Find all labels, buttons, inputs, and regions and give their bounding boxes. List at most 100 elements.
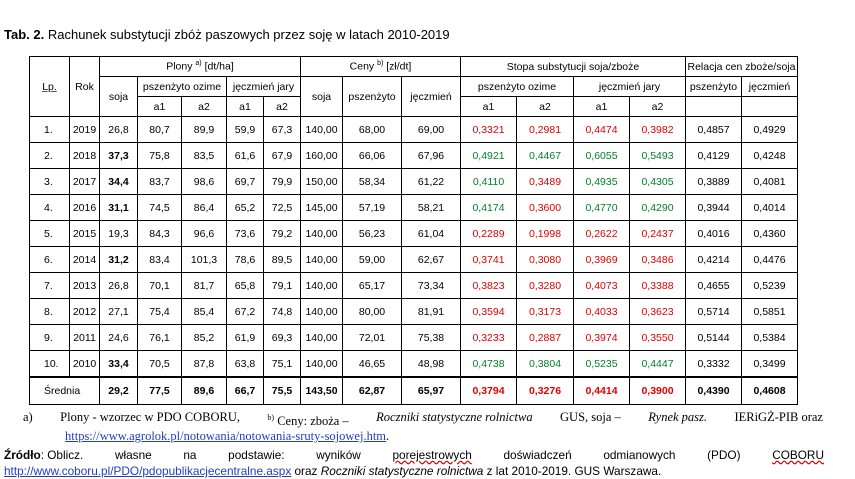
table-row: 6. 2014 31,2 83,4 101,3 78,6 89,5 140,00 59,00 62… bbox=[29, 246, 798, 273]
table-row: 5. 2015 19,3 84,3 96,6 73,6 79,2 140,00 56,23 61,… bbox=[29, 220, 798, 247]
cell-plony-jj-a2: 79,9 bbox=[263, 168, 301, 195]
cell-rok: 2010 bbox=[69, 350, 100, 378]
cell-stopa-jj-a2: 0,3486 bbox=[629, 246, 686, 273]
cell-plony-po-a2: 81,7 bbox=[181, 272, 227, 299]
cell-stopa-jj-a1: 0,4033 bbox=[573, 298, 630, 325]
header-plony-jeczmien-jary: jęczmień jary bbox=[226, 76, 301, 97]
cell-plony-soja: 19,3 bbox=[99, 220, 138, 247]
cell-cena-soja: 150,00 bbox=[300, 168, 343, 195]
cell-rok: 2013 bbox=[69, 272, 100, 299]
header-a1: a1 bbox=[137, 96, 182, 117]
avg-relacja-pszenzyto: 0,4390 bbox=[685, 376, 742, 405]
cell-stopa-po-a1: 0,3741 bbox=[460, 246, 517, 273]
source-word-0: Źródło: Oblicz. bbox=[4, 448, 84, 462]
agrolok-link[interactable]: https://www.agrolok.pl/notowania/notowan… bbox=[65, 429, 387, 444]
footnote-b: b) Ceny: zboża – bbox=[267, 413, 349, 429]
cell-lp: 10. bbox=[29, 350, 70, 378]
cell-stopa-po-a2: 0,3804 bbox=[516, 350, 574, 378]
substitution-table: Lp. Rok Plony a) [dt/ha] Ceny b) [zł/dt]… bbox=[29, 56, 798, 405]
cell-cena-soja: 140,00 bbox=[300, 220, 343, 247]
avg-stopa-jj-a2: 0,3900 bbox=[629, 376, 686, 405]
cell-cena-jeczmien: 67,96 bbox=[401, 142, 461, 169]
cell-lp: 1. bbox=[29, 116, 70, 143]
cell-relacja-pszenzyto: 0,4129 bbox=[685, 142, 742, 169]
source-mid: oraz bbox=[291, 464, 321, 478]
cell-plony-po-a2: 85,2 bbox=[181, 324, 227, 351]
footnote-a-label: a) bbox=[23, 410, 33, 424]
cell-stopa-po-a1: 0,4738 bbox=[460, 350, 517, 378]
cell-plony-jj-a2: 67,3 bbox=[263, 116, 301, 143]
cell-cena-pszenzyto: 80,00 bbox=[342, 298, 402, 325]
coboru-link[interactable]: http://www.coboru.pl/PDO/pdopublikacjece… bbox=[4, 464, 292, 478]
cell-plony-jj-a1: 73,6 bbox=[226, 220, 264, 247]
cell-stopa-po-a1: 0,2289 bbox=[460, 220, 517, 247]
cell-plony-soja: 26,8 bbox=[99, 116, 138, 143]
cell-plony-jj-a1: 65,8 bbox=[226, 272, 264, 299]
table-row: 9. 2011 24,6 76,1 85,2 61,9 69,3 140,00 72,01 75,… bbox=[29, 324, 798, 351]
cell-plony-po-a1: 74,5 bbox=[137, 194, 182, 221]
cell-rok: 2017 bbox=[69, 168, 100, 195]
table-row: 10. 2010 33,4 70,5 87,8 63,8 75,1 140,00 46,65 48… bbox=[29, 350, 798, 378]
header-lp: Lp. bbox=[29, 56, 70, 117]
header-stopa-jeczmien-jary: jęczmień jary bbox=[573, 76, 686, 97]
header-a2: a2 bbox=[516, 96, 574, 117]
cell-stopa-po-a2: 0,3173 bbox=[516, 298, 574, 325]
footnote-b-italic-1: Roczniki statystyczne rolnictwa bbox=[376, 410, 533, 424]
header-plony: Plony a) [dt/ha] bbox=[99, 56, 301, 77]
header-stopa: Stopa substytucji soja/zboże bbox=[460, 56, 686, 77]
cell-plony-po-a1: 75,4 bbox=[137, 298, 182, 325]
cell-plony-po-a2: 98,6 bbox=[181, 168, 227, 195]
cell-plony-po-a2: 101,3 bbox=[181, 246, 227, 273]
cell-stopa-jj-a2: 0,3550 bbox=[629, 324, 686, 351]
cell-plony-jj-a1: 67,2 bbox=[226, 298, 264, 325]
cell-cena-jeczmien: 73,34 bbox=[401, 272, 461, 299]
footnote-b-text-3: IERiGŻ-PIB oraz bbox=[734, 410, 823, 424]
cell-stopa-jj-a1: 0,4770 bbox=[573, 194, 630, 221]
avg-plony-po-a2: 89,6 bbox=[181, 376, 227, 405]
cell-stopa-jj-a1: 0,3969 bbox=[573, 246, 630, 273]
cell-cena-jeczmien: 58,21 bbox=[401, 194, 461, 221]
cell-cena-pszenzyto: 57,19 bbox=[342, 194, 402, 221]
header-plony-soja: soja bbox=[99, 76, 138, 117]
cell-plony-po-a1: 84,3 bbox=[137, 220, 182, 247]
cell-relacja-pszenzyto: 0,3944 bbox=[685, 194, 742, 221]
cell-relacja-pszenzyto: 0,4857 bbox=[685, 116, 742, 143]
avg-stopa-po-a2: 0,3276 bbox=[516, 376, 574, 405]
cell-plony-jj-a1: 63,8 bbox=[226, 350, 264, 378]
cell-plony-po-a1: 83,4 bbox=[137, 246, 182, 273]
cell-stopa-po-a2: 0,1998 bbox=[516, 220, 574, 247]
cell-plony-po-a1: 70,5 bbox=[137, 350, 182, 378]
cell-stopa-jj-a2: 0,3623 bbox=[629, 298, 686, 325]
header-stopa-pszenzyto-ozime: pszenżyto ozime bbox=[460, 76, 574, 97]
cell-cena-jeczmien: 75,38 bbox=[401, 324, 461, 351]
cell-plony-jj-a1: 69,7 bbox=[226, 168, 264, 195]
cell-plony-po-a1: 76,1 bbox=[137, 324, 182, 351]
header-relacja-pszenzyto: pszenżyto bbox=[685, 76, 742, 97]
cell-plony-jj-a2: 67,9 bbox=[263, 142, 301, 169]
cell-rok: 2012 bbox=[69, 298, 100, 325]
cell-rok: 2018 bbox=[69, 142, 100, 169]
cell-relacja-pszenzyto: 0,3332 bbox=[685, 350, 742, 378]
source-word-4: wyników bbox=[316, 448, 361, 462]
source-word-5: porejestrowych bbox=[392, 448, 472, 462]
cell-plony-jj-a2: 75,1 bbox=[263, 350, 301, 378]
cell-rok: 2014 bbox=[69, 246, 100, 273]
cell-cena-pszenzyto: 65,17 bbox=[342, 272, 402, 299]
cell-rok: 2016 bbox=[69, 194, 100, 221]
table-row: 4. 2016 31,1 74,5 86,4 65,2 72,5 145,00 57,19 58,… bbox=[29, 194, 798, 221]
avg-plony-soja: 29,2 bbox=[99, 376, 138, 405]
header-relacja: Relacja cen zboże/soja bbox=[685, 56, 798, 77]
cell-relacja-pszenzyto: 0,5144 bbox=[685, 324, 742, 351]
footnotes: a) Plony - wzorzec w PDO COBORU, b) Ceny… bbox=[23, 410, 823, 444]
cell-stopa-po-a2: 0,2981 bbox=[516, 116, 574, 143]
cell-cena-pszenzyto: 72,01 bbox=[342, 324, 402, 351]
cell-relacja-jeczmien: 0,5239 bbox=[741, 272, 798, 299]
avg-relacja-jeczmien: 0,4608 bbox=[741, 376, 798, 405]
header-a1: a1 bbox=[226, 96, 264, 117]
footnote-link-line: https://www.agrolok.pl/notowania/notowan… bbox=[23, 429, 823, 444]
avg-stopa-po-a1: 0,3794 bbox=[460, 376, 517, 405]
cell-stopa-jj-a2: 0,2437 bbox=[629, 220, 686, 247]
table-row: 1. 2019 26,8 80,7 89,9 59,9 67,3 140,00 68,00 69,… bbox=[29, 116, 798, 143]
cell-relacja-jeczmien: 0,4081 bbox=[741, 168, 798, 195]
source-end: z lat 2010-2019. GUS Warszawa. bbox=[483, 464, 662, 478]
